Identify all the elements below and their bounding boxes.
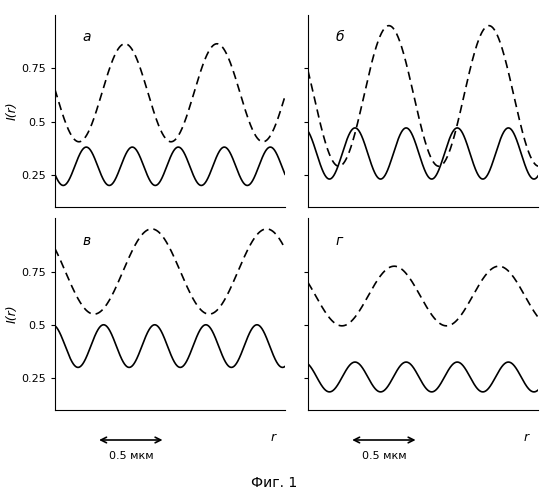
Text: 0.5 мкм: 0.5 мкм [109,451,153,461]
Text: Фиг. 1: Фиг. 1 [251,476,298,490]
Text: r: r [271,431,276,444]
Text: в: в [82,234,91,247]
Text: а: а [82,30,91,44]
Y-axis label: I(r): I(r) [5,305,18,324]
Text: r: r [524,431,529,444]
Text: 0.5 мкм: 0.5 мкм [362,451,406,461]
Text: г: г [335,234,343,247]
Text: б: б [335,30,344,44]
Y-axis label: I(r): I(r) [5,102,18,120]
